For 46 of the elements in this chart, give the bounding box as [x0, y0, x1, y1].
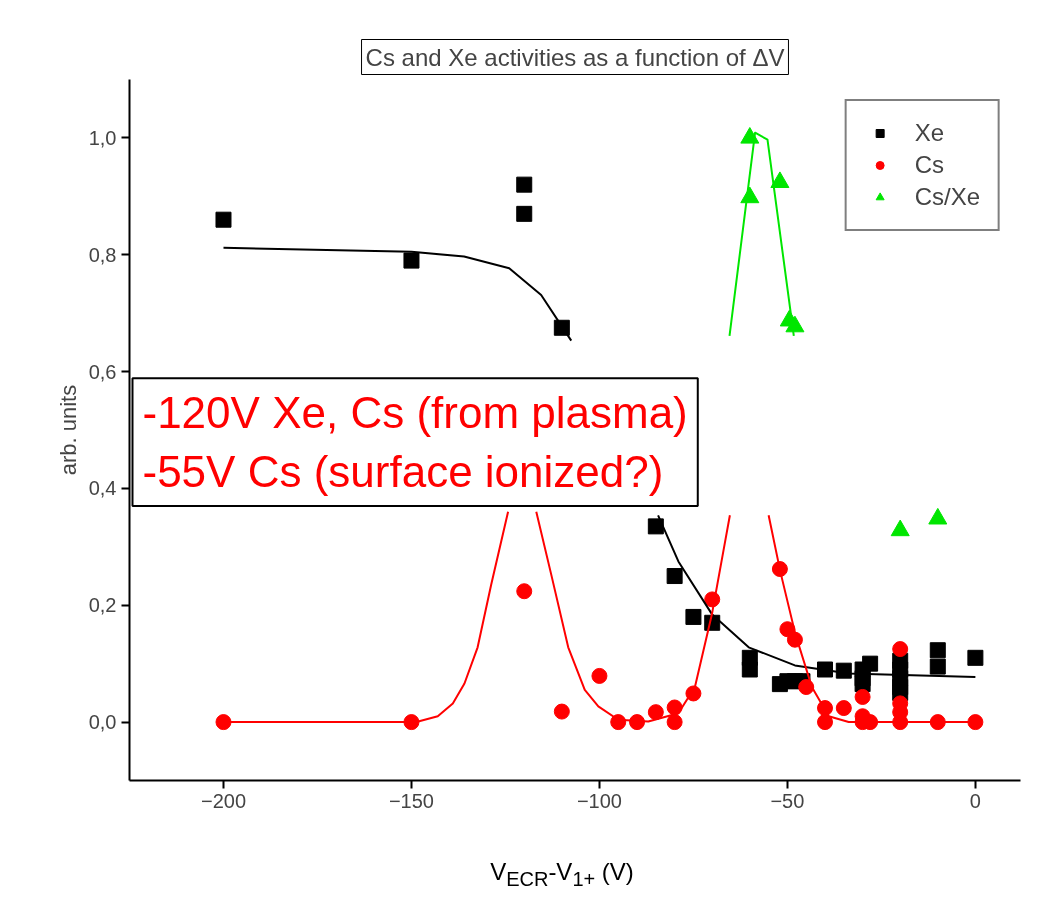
y-tick-label: 1,0	[88, 126, 117, 149]
chart-title: Cs and Xe activities as a function of ΔV	[365, 43, 785, 71]
y-tick-label: 0,4	[88, 477, 117, 500]
point	[967, 714, 984, 731]
point	[666, 568, 683, 585]
point	[403, 252, 420, 269]
point	[685, 608, 702, 625]
point	[591, 667, 608, 684]
point	[516, 205, 533, 222]
y-tick-label: 0,8	[88, 243, 117, 266]
point	[553, 703, 570, 720]
point	[647, 518, 664, 535]
point	[647, 704, 664, 721]
legend-label: Cs/Xe	[914, 183, 980, 211]
point	[770, 171, 790, 189]
point	[741, 661, 758, 678]
point	[862, 655, 879, 672]
point	[798, 679, 815, 696]
point	[854, 688, 871, 705]
x-tick-label: −200	[200, 789, 247, 812]
point	[817, 714, 834, 731]
point	[929, 642, 946, 659]
x-tick-label: −150	[388, 789, 434, 812]
point	[215, 714, 232, 731]
y-axis-title: arb. units	[55, 384, 81, 476]
annotation: -120V Xe, Cs (from plasma)	[142, 388, 688, 438]
point	[516, 583, 533, 600]
point	[929, 658, 946, 675]
point	[740, 127, 760, 144]
y-tick-label: 0,6	[88, 360, 117, 383]
y-tick-label: 0,2	[88, 594, 117, 617]
legend-label: Cs	[914, 151, 944, 179]
point	[516, 176, 533, 193]
point	[666, 714, 683, 731]
annotation: -55V Cs (surface ionized?)	[142, 446, 664, 496]
point	[967, 649, 984, 666]
x-tick-label: 0	[969, 789, 981, 812]
x-tick-label: −50	[770, 789, 805, 812]
x-axis-title: V$_{ECR}$-V$_{1+}$ (V)	[490, 857, 634, 892]
point	[892, 641, 909, 658]
y-tick-label: 0,0	[88, 711, 117, 734]
x-tick-label: −100	[576, 789, 622, 812]
point	[817, 661, 834, 678]
point	[215, 211, 232, 228]
point	[835, 700, 852, 717]
legend-label: Xe	[914, 119, 944, 147]
